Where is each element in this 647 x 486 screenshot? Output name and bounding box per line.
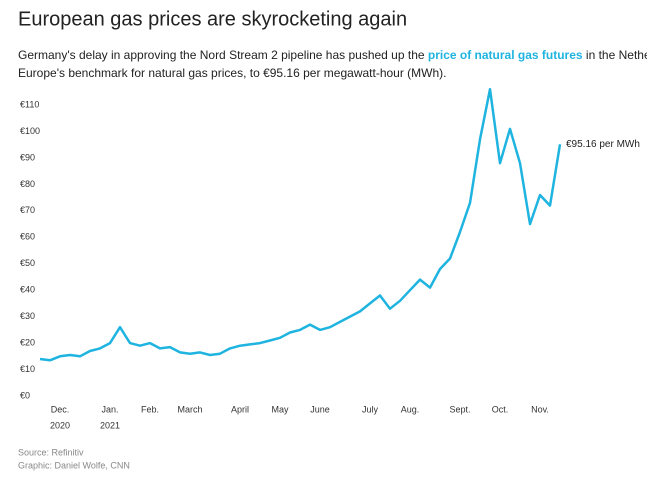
y-tick-label: €10 — [20, 364, 35, 374]
x-year-label: 2021 — [100, 420, 120, 430]
x-tick-label: Aug. — [401, 404, 420, 414]
y-tick-label: €60 — [20, 232, 35, 242]
x-tick-label: Sept. — [449, 404, 470, 414]
x-tick-label: Jan. — [101, 404, 118, 414]
x-tick-label: July — [362, 404, 379, 414]
subtitle: Germany's delay in approving the Nord St… — [18, 48, 647, 62]
annotation: €95.16 per MWh — [566, 139, 640, 150]
subtitle: Europe's benchmark for natural gas price… — [18, 66, 447, 80]
y-tick-label: €90 — [20, 152, 35, 162]
x-tick-label: Feb. — [141, 404, 159, 414]
x-tick-label: June — [310, 404, 330, 414]
x-tick-label: Oct. — [492, 404, 509, 414]
y-tick-label: €80 — [20, 179, 35, 189]
x-tick-label: April — [231, 404, 249, 414]
y-tick-label: €40 — [20, 285, 35, 295]
x-tick-label: May — [271, 404, 289, 414]
y-tick-label: €20 — [20, 337, 35, 347]
subtitle-text: Germany's delay in approving the Nord St… — [18, 48, 428, 62]
x-tick-label: Nov. — [531, 404, 549, 414]
chart-title: European gas prices are skyrocketing aga… — [18, 8, 407, 30]
credit: Graphic: Daniel Wolfe, CNN — [18, 460, 130, 470]
y-tick-label: €50 — [20, 258, 35, 268]
subtitle-text: in the Netherlands, — [583, 48, 647, 62]
source: Source: Refinitiv — [18, 447, 84, 457]
x-tick-label: March — [177, 404, 202, 414]
y-tick-label: €100 — [20, 126, 40, 136]
y-tick-label: €30 — [20, 311, 35, 321]
y-tick-label: €70 — [20, 205, 35, 215]
x-tick-label: Dec. — [51, 404, 70, 414]
x-year-label: 2020 — [50, 420, 70, 430]
y-tick-label: €110 — [20, 99, 39, 109]
price-line — [39, 87, 562, 362]
subtitle-link[interactable]: price of natural gas futures — [428, 48, 583, 62]
y-tick-label: €0 — [20, 390, 30, 400]
